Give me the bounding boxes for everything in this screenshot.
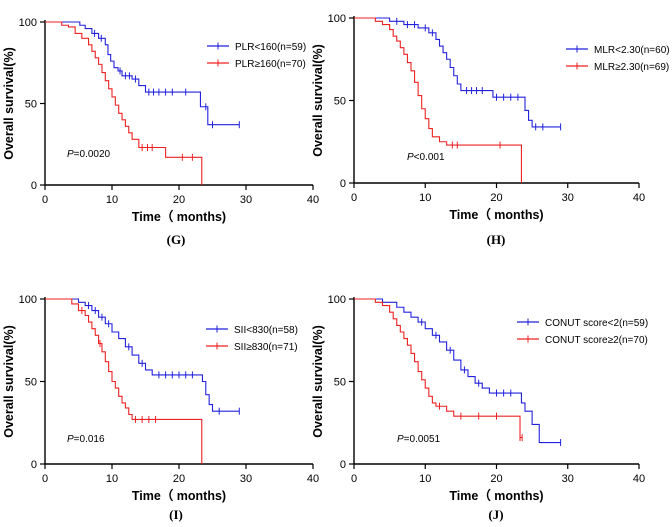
legend-item: SII≥830(n=71) [206,342,298,353]
x-tick-label: 20 [490,473,502,485]
x-tick-label: 40 [633,192,645,204]
legend-label: CONUT score≥2(n=70) [545,335,648,346]
series-1 [354,17,522,183]
x-tick-label: 10 [419,473,431,485]
y-tick-label: 50 [25,99,37,111]
x-tick-label: 40 [633,473,645,485]
series-0 [354,298,562,447]
p-value-number: =0.016 [74,434,105,445]
survival-curve [45,21,203,185]
p-value-prefix: P [67,434,74,445]
legend-item: CONUT score<2(n=59) [517,318,648,329]
survival-curve [354,298,561,444]
legend-label: MLR≥2.30(n=69) [594,62,669,73]
legend-label: SII≥830(n=71) [234,342,298,353]
x-axis-title: Time（ months) [449,207,543,222]
legend-item: PLR<160(n=59) [207,42,306,53]
y-tick-label: 0 [31,180,37,192]
km-panel-g: 0 10 20 30 40 0 50 100 Time（ months) Overall surv… [2,17,319,247]
legend-item: MLR≥2.30(n=69) [566,62,669,73]
p-value-number: <0.001 [414,152,445,163]
x-tick-label: 10 [106,194,118,206]
p-value-text: P<0.001 [407,152,445,163]
y-tick-label: 0 [340,459,346,471]
legend-item: SII<830(n=58) [206,325,298,336]
survival-curve [354,298,523,439]
km-panel-i: 0 10 20 30 40 0 50 100 Time（ months) Overall surv… [2,294,319,522]
survival-curve [45,21,240,126]
x-tick-label: 30 [240,194,252,206]
x-tick-label: 20 [173,194,185,206]
x-tick-label: 40 [307,194,319,206]
series-1 [354,298,523,442]
x-tick-label: 10 [419,192,431,204]
x-tick-label: 30 [240,473,252,485]
x-tick-label: 0 [42,194,48,206]
legend-label: MLR<2.30(n=60) [594,45,670,56]
survival-curve [45,298,240,412]
legend-item: MLR<2.30(n=60) [566,45,670,56]
x-axis-title: Time（ months) [132,488,226,503]
series-1 [45,298,203,464]
x-axis-title: Time（ months) [449,488,543,503]
panel-label: (I) [169,507,183,522]
y-tick-label: 50 [25,377,37,389]
series-0 [354,17,562,131]
y-tick-label: 100 [19,294,37,306]
p-value-prefix: P [407,152,414,163]
x-tick-label: 20 [173,473,185,485]
y-tick-label: 100 [19,17,37,29]
p-value-text: P=0.016 [67,434,105,445]
x-axis-title: Time（ months) [132,209,226,224]
p-value-number: =0.0020 [74,149,111,160]
p-value-number: =0.0051 [404,434,441,445]
p-value-text: P=0.0020 [67,149,111,160]
legend-label: PLR≥160(n=70) [235,59,306,70]
legend-label: CONUT score<2(n=59) [545,318,648,329]
x-tick-label: 0 [351,192,357,204]
panel-label: (G) [167,232,186,247]
y-tick-label: 0 [340,178,346,190]
x-tick-label: 30 [562,473,574,485]
y-tick-label: 0 [31,459,37,471]
legend-label: SII<830(n=58) [234,325,298,336]
y-tick-label: 50 [334,377,346,389]
y-tick-label: 100 [328,294,346,306]
x-tick-label: 20 [490,192,502,204]
x-tick-label: 30 [562,192,574,204]
legend-label: PLR<160(n=59) [235,42,306,53]
series-0 [45,298,240,415]
y-tick-label: 50 [334,96,346,108]
y-tick-label: 100 [328,13,346,25]
y-axis-title: Overall survival(%) [311,325,325,438]
panel-label: (J) [488,507,503,522]
km-panel-j: 0 10 20 30 40 0 50 100 Time（ months) Overall surv… [311,294,648,522]
series-0 [45,21,240,129]
y-axis-title: Overall survival(%) [2,325,16,438]
p-value-text: P=0.0051 [397,434,441,445]
legend-item: CONUT score≥2(n=70) [517,335,648,346]
x-tick-label: 0 [351,473,357,485]
x-tick-label: 0 [42,473,48,485]
p-value-prefix: P [397,434,404,445]
y-axis-title: Overall survival(%) [2,47,16,160]
x-tick-label: 10 [106,473,118,485]
legend-item: PLR≥160(n=70) [207,59,306,70]
y-axis-title: Overall survival(%) [311,44,325,157]
series-1 [45,21,203,185]
p-value-prefix: P [67,149,74,160]
panel-label: (H) [487,232,506,247]
km-panel-h: 0 10 20 30 40 0 50 100 Time（ months) Overall surv… [311,13,670,247]
survival-curve [45,298,203,464]
survival-curve [354,17,522,183]
x-tick-label: 40 [307,473,319,485]
survival-curve [354,17,561,128]
